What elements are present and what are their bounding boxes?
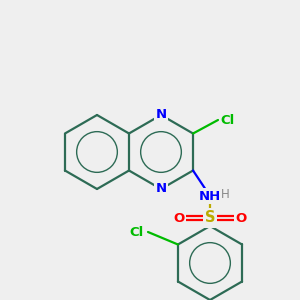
- Text: O: O: [173, 212, 184, 224]
- Text: O: O: [236, 212, 247, 224]
- Text: NH: NH: [199, 190, 221, 202]
- Text: S: S: [205, 211, 215, 226]
- Text: Cl: Cl: [130, 226, 144, 238]
- Text: H: H: [220, 188, 230, 200]
- Text: N: N: [155, 182, 167, 196]
- Text: Cl: Cl: [220, 113, 234, 127]
- Text: N: N: [155, 109, 167, 122]
